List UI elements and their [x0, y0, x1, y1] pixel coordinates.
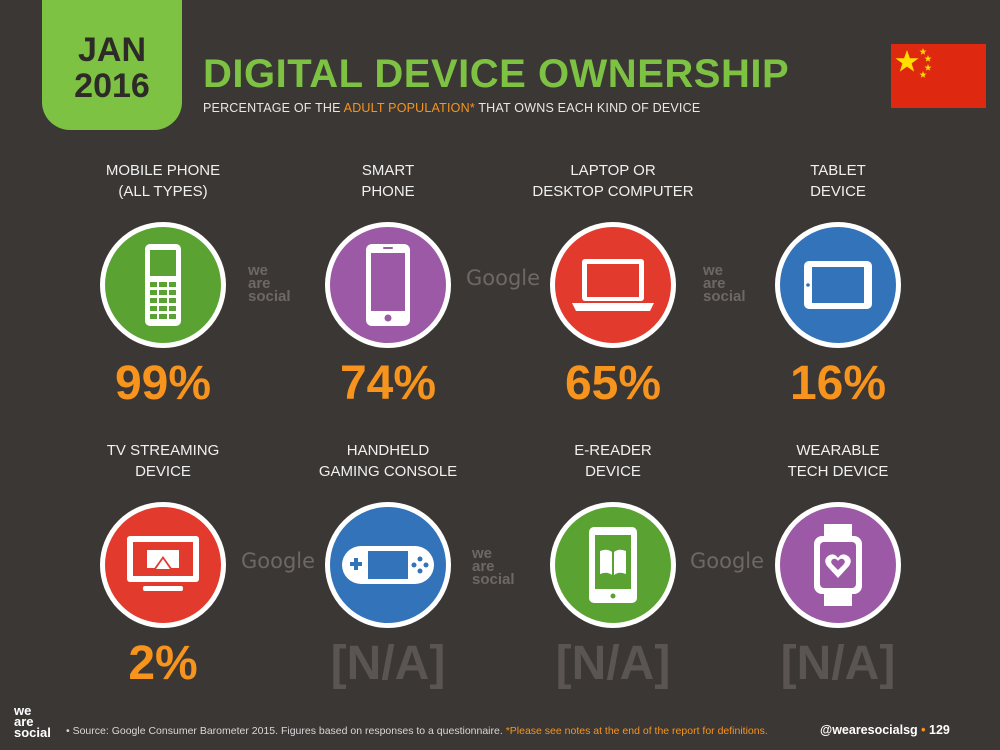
social-handle: @wearesocialsg • 129 — [820, 723, 950, 737]
subtitle-highlight: ADULT POPULATION* — [343, 101, 475, 115]
smartphone-icon — [325, 222, 451, 348]
e-reader-icon — [550, 502, 676, 628]
device-value: 2% — [128, 637, 198, 690]
device-label: DEVICE — [585, 463, 641, 480]
we-are-social-watermark: we are social — [472, 545, 515, 588]
google-watermark: Google — [241, 549, 316, 573]
gaming-console-icon — [325, 502, 451, 628]
date-year: 2016 — [74, 67, 150, 105]
device-value: 65% — [564, 357, 662, 410]
device-label: TV STREAMING — [106, 442, 220, 459]
page-title: DIGITAL DEVICE OWNERSHIP — [203, 52, 790, 96]
device-label: TABLET — [810, 162, 866, 179]
device-value: 99% — [114, 357, 212, 410]
smartwatch-icon — [775, 502, 901, 628]
device-label: HANDHELD — [346, 442, 430, 459]
device-label: PHONE — [361, 183, 415, 200]
device-label: MOBILE PHONE — [105, 162, 221, 179]
tv-streaming-icon — [100, 502, 226, 628]
device-label: GAMING CONSOLE — [318, 463, 458, 480]
device-label: (ALL TYPES) — [118, 183, 208, 200]
page-subtitle: PERCENTAGE OF THE ADULT POPULATION* THAT… — [203, 101, 701, 115]
device-label: SMART — [361, 162, 415, 179]
device-label: WEARABLE — [796, 442, 880, 459]
feature-phone-icon — [100, 222, 226, 348]
china-flag-icon — [891, 44, 986, 108]
device-label: DEVICE — [135, 463, 191, 480]
source-note: • Source: Google Consumer Barometer 2015… — [66, 725, 768, 737]
we-are-social-logo: we are social — [14, 703, 51, 740]
google-watermark: Google — [466, 266, 541, 290]
device-label: TECH DEVICE — [787, 463, 889, 480]
tablet-icon — [775, 222, 901, 348]
we-are-social-watermark: we are social — [703, 262, 746, 305]
laptop-icon — [550, 222, 676, 348]
device-value: [N/A] — [780, 637, 896, 690]
device-label: DESKTOP COMPUTER — [532, 183, 694, 200]
device-value: [N/A] — [555, 637, 671, 690]
device-label: E-READER — [574, 442, 652, 459]
we-are-social-watermark: we are social — [248, 262, 291, 305]
google-watermark: Google — [690, 549, 765, 573]
device-label: DEVICE — [810, 183, 866, 200]
device-value: 16% — [789, 357, 887, 410]
date-badge: JAN 2016 — [42, 0, 182, 130]
device-value: 74% — [339, 357, 437, 410]
date-month: JAN — [77, 31, 147, 69]
device-label: LAPTOP OR — [570, 162, 656, 179]
page-number: 129 — [929, 723, 950, 737]
device-value: [N/A] — [330, 637, 446, 690]
